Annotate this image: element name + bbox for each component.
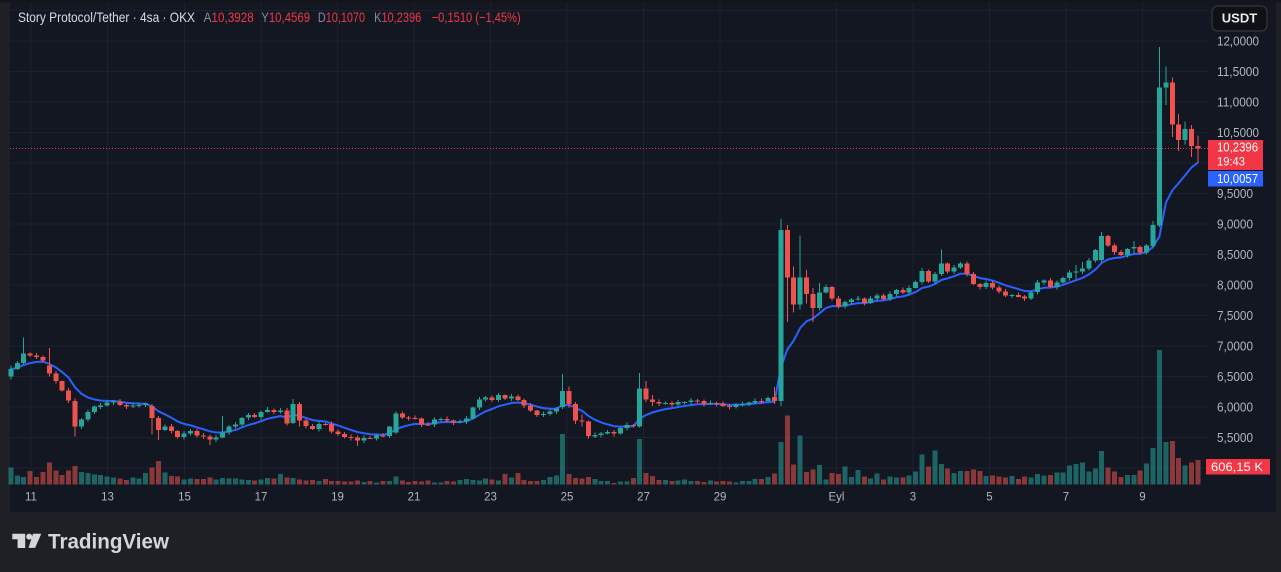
svg-text:USDT: USDT (1222, 11, 1257, 26)
svg-text:Story Protocol/Tether · 4sa ·: Story Protocol/Tether · 4sa · OKX (18, 9, 196, 25)
svg-text:3: 3 (910, 492, 916, 504)
svg-text:17: 17 (255, 492, 268, 504)
svg-text:13: 13 (101, 492, 114, 504)
svg-text:10,2396: 10,2396 (1217, 141, 1258, 155)
svg-text:21: 21 (408, 492, 421, 504)
svg-text:9,5000: 9,5000 (1217, 187, 1253, 201)
svg-text:TradingView: TradingView (48, 530, 169, 554)
svg-text:9: 9 (1139, 492, 1145, 504)
svg-text:19:43: 19:43 (1217, 155, 1245, 169)
svg-text:8,5000: 8,5000 (1217, 248, 1253, 262)
svg-text:K10,2396: K10,2396 (374, 9, 421, 25)
svg-text:Y10,4569: Y10,4569 (261, 9, 310, 25)
svg-text:11: 11 (25, 492, 37, 504)
svg-text:6,0000: 6,0000 (1217, 400, 1253, 414)
svg-text:7,0000: 7,0000 (1217, 339, 1253, 353)
svg-text:7: 7 (1063, 492, 1069, 504)
svg-text:5: 5 (986, 492, 992, 504)
svg-text:11,5000: 11,5000 (1217, 65, 1259, 79)
svg-text:27: 27 (637, 492, 650, 504)
svg-text:−0,1510 (−1,45%): −0,1510 (−1,45%) (432, 9, 521, 25)
svg-text:D10,1070: D10,1070 (318, 9, 365, 25)
svg-text:19: 19 (331, 492, 344, 504)
svg-text:5,5000: 5,5000 (1217, 431, 1253, 445)
svg-text:11,0000: 11,0000 (1217, 95, 1259, 109)
svg-text:Eyl: Eyl (829, 492, 845, 504)
svg-text:A10,3928: A10,3928 (204, 9, 254, 25)
svg-text:12,0000: 12,0000 (1217, 34, 1259, 48)
svg-text:6,5000: 6,5000 (1217, 370, 1253, 384)
svg-text:15: 15 (178, 492, 191, 504)
svg-text:10,5000: 10,5000 (1217, 126, 1259, 140)
svg-text:606,15 K: 606,15 K (1211, 460, 1263, 474)
svg-text:8,0000: 8,0000 (1217, 278, 1253, 292)
svg-text:23: 23 (484, 492, 497, 504)
svg-text:29: 29 (714, 492, 727, 504)
svg-text:7,5000: 7,5000 (1217, 309, 1253, 323)
svg-text:9,0000: 9,0000 (1217, 217, 1253, 231)
svg-text:10,0057: 10,0057 (1217, 172, 1258, 186)
svg-text:25: 25 (561, 492, 574, 504)
